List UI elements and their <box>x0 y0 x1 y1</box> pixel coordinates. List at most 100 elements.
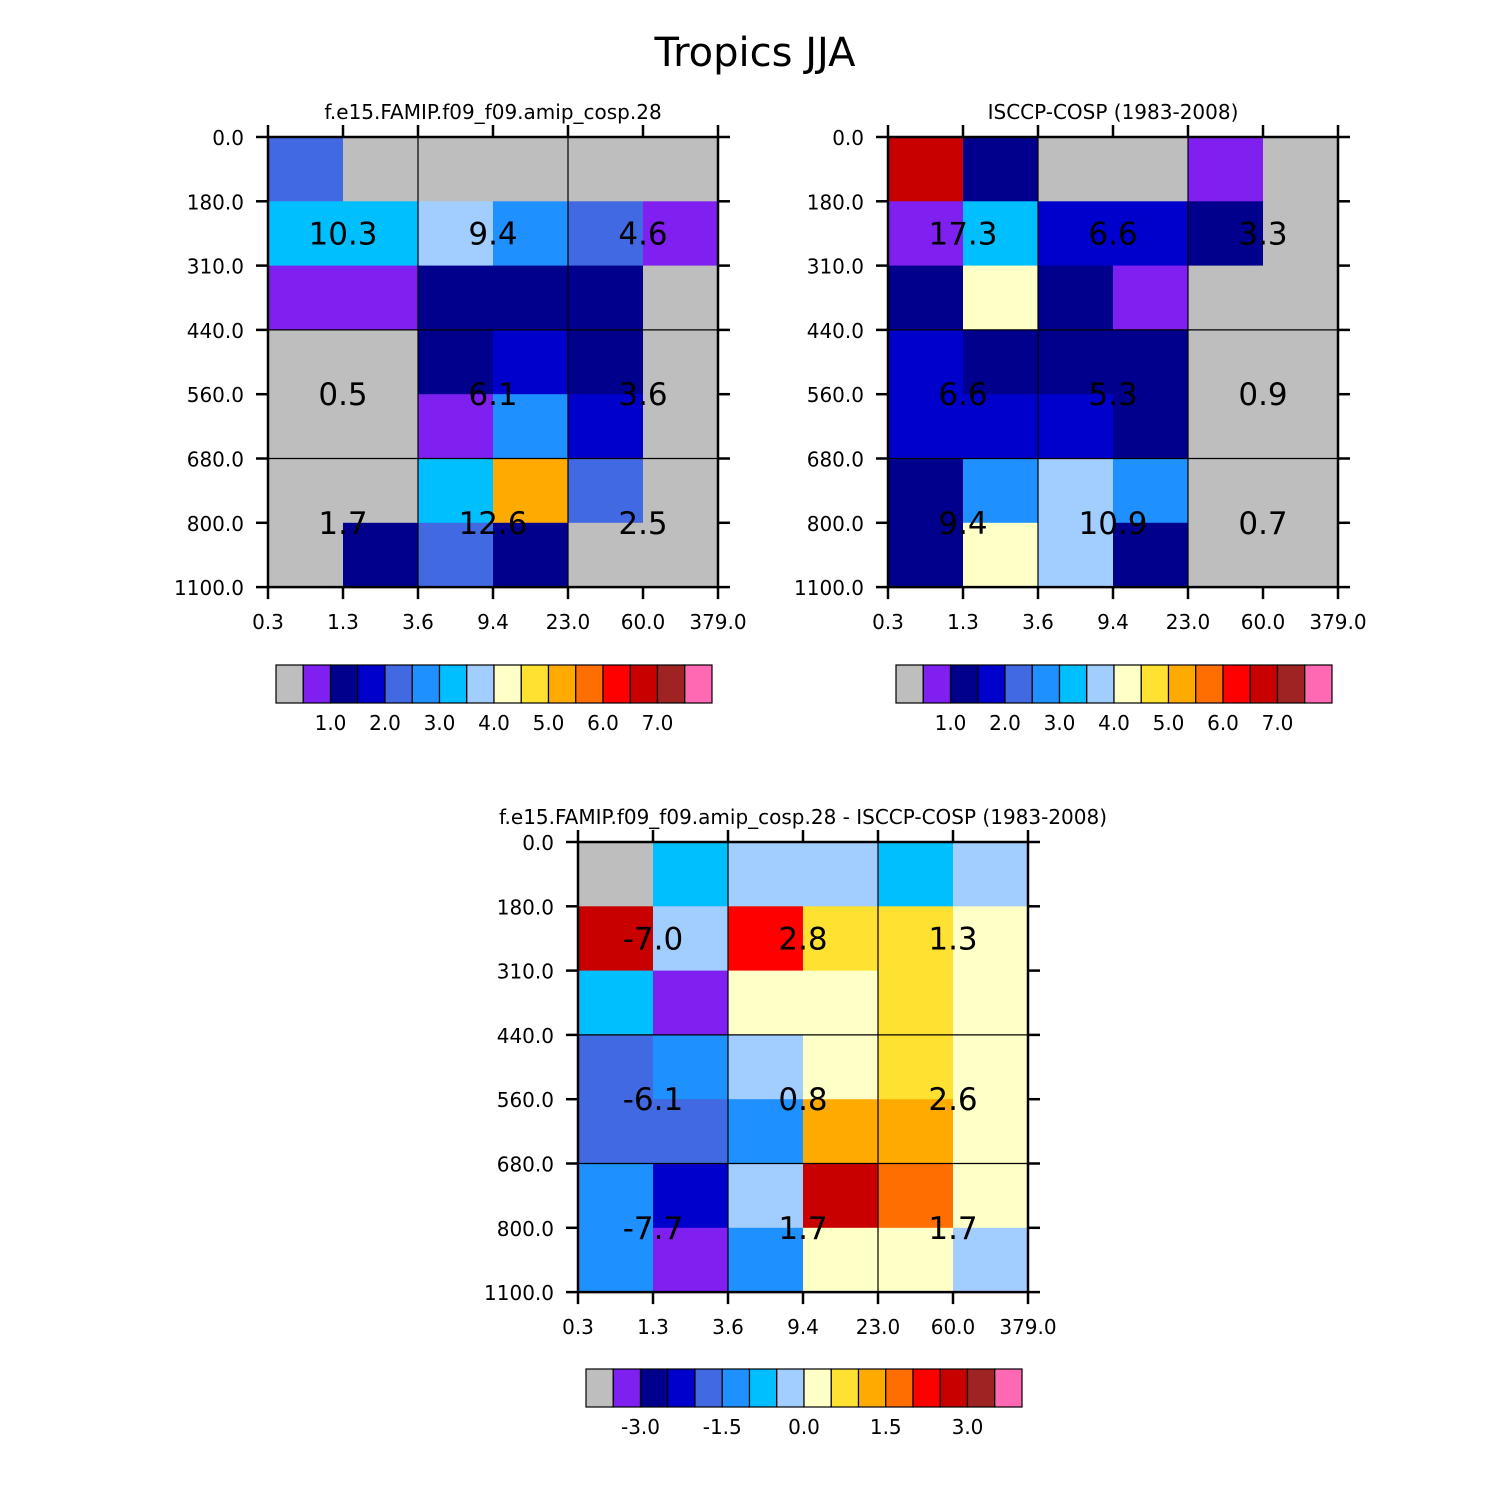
block-value-label: 4.6 <box>618 216 667 252</box>
colorbar-label: 3.0 <box>952 1415 984 1439</box>
y-tick-label: 1100.0 <box>484 1281 554 1305</box>
heatmap-cell <box>728 1163 804 1229</box>
heatmap-cell <box>653 1034 729 1100</box>
x-tick-label: 23.0 <box>546 610 591 634</box>
x-tick-label: 1.3 <box>327 610 359 634</box>
colorbar: -3.0 -1.5 0.0 1.5 3.0 <box>585 1368 1023 1439</box>
colorbar-swatch <box>493 664 522 704</box>
heatmap-cell <box>963 458 1039 524</box>
heatmap-cell <box>1113 329 1189 395</box>
heatmap-cell <box>493 201 569 267</box>
heatmap-cell <box>963 201 1039 267</box>
heatmap-cell <box>1113 201 1189 267</box>
heatmap-cell <box>1038 137 1114 202</box>
heatmap-cell <box>728 1099 804 1165</box>
heatmap-cell <box>578 1227 654 1293</box>
block-value-label: -7.0 <box>623 921 684 957</box>
x-tick-label: 379.0 <box>1309 610 1366 634</box>
colorbar-swatch <box>977 664 1006 704</box>
heatmap-cell <box>268 265 344 331</box>
heatmap-cell <box>343 458 419 524</box>
colorbar-swatch <box>939 1368 969 1408</box>
colorbar-swatch <box>602 664 631 704</box>
y-tick-label: 310.0 <box>497 960 554 984</box>
heatmap-cell <box>728 906 804 972</box>
heatmap-cell <box>268 329 344 395</box>
y-tick-label: 560.0 <box>497 1088 554 1112</box>
heatmap-cell <box>1188 458 1264 524</box>
block-value-label: 0.5 <box>318 377 367 413</box>
heatmap-cell <box>1263 522 1339 588</box>
heatmap-cell <box>728 842 804 907</box>
heatmap-cell <box>418 137 494 202</box>
heatmap-cell <box>728 970 804 1036</box>
heatmap-cell <box>953 970 1029 1036</box>
heatmap-cell <box>878 1227 954 1293</box>
colorbar-swatch <box>1004 664 1033 704</box>
colorbar-swatch <box>1086 664 1115 704</box>
heatmap-cell <box>653 842 729 907</box>
colorbar-swatch <box>438 664 468 704</box>
heatmap-cell <box>418 522 494 588</box>
heatmap-cell <box>653 1227 729 1293</box>
block-value-label: -7.7 <box>623 1211 684 1247</box>
x-tick-label: 60.0 <box>621 610 666 634</box>
colorbar-swatch <box>411 664 441 704</box>
heatmap-cell <box>568 201 644 267</box>
heatmap-cell <box>888 201 964 267</box>
heatmap-cell <box>1188 394 1264 460</box>
heatmap-cell <box>1263 137 1339 202</box>
heatmap-cell <box>343 394 419 460</box>
x-tick-label: 379.0 <box>999 1315 1056 1339</box>
block-value-label: 6.6 <box>1088 216 1137 252</box>
x-tick-label: 23.0 <box>856 1315 901 1339</box>
heatmap-cell <box>578 906 654 972</box>
heatmap-cell <box>653 970 729 1036</box>
x-tick-label: 60.0 <box>931 1315 976 1339</box>
x-tick-label: 23.0 <box>1166 610 1211 634</box>
colorbar-swatch <box>667 1368 696 1408</box>
heatmap-cell <box>1263 329 1339 395</box>
block-value-label: 10.3 <box>308 216 377 252</box>
heatmap-cell <box>493 329 569 395</box>
heatmap-cell <box>1113 265 1189 331</box>
colorbar-swatch <box>612 1368 642 1408</box>
heatmap-cell <box>653 906 729 972</box>
colorbar-swatch <box>885 1368 914 1408</box>
colorbar-swatch <box>629 664 659 704</box>
block-value-label: 0.7 <box>1238 506 1287 542</box>
block-value-label: 17.3 <box>928 216 997 252</box>
block-value-label: 1.7 <box>318 506 367 542</box>
y-tick-label: 0.0 <box>212 126 244 150</box>
heatmap-cell <box>418 329 494 395</box>
colorbar-label: 3.0 <box>1044 711 1076 735</box>
difference-panel: f.e15.FAMIP.f09_f09.amip_cosp.28 - ISCCP… <box>484 805 1107 1439</box>
heatmap-cell <box>578 970 654 1036</box>
heatmap-cell <box>343 201 419 267</box>
heatmap-cell <box>963 394 1039 460</box>
heatmap-cell <box>418 458 494 524</box>
y-tick-label: 440.0 <box>807 319 864 343</box>
heatmap-cell <box>578 1163 654 1229</box>
block-value-label: 10.9 <box>1078 506 1147 542</box>
colorbar-label: 6.0 <box>1207 711 1239 735</box>
heatmap-cell <box>418 394 494 460</box>
block-value-label: 6.1 <box>468 377 517 413</box>
heatmap-cell <box>268 522 344 588</box>
heatmap-cell <box>888 394 964 460</box>
colorbar-label: -1.5 <box>703 1415 742 1439</box>
heatmap-cell <box>953 842 1029 907</box>
y-tick-label: 440.0 <box>187 319 244 343</box>
heatmap-cell <box>643 265 719 331</box>
block-value-label: 1.3 <box>928 921 977 957</box>
heatmap-cell <box>1038 329 1114 395</box>
x-tick-label: 60.0 <box>1241 610 1286 634</box>
colorbar: 1.0 2.0 3.0 4.0 5.0 6.0 7.0 <box>275 664 713 735</box>
heatmap-cell <box>1038 265 1114 331</box>
heatmap-cell <box>578 842 654 907</box>
heatmap-cell <box>418 201 494 267</box>
heatmap-cell <box>643 137 719 202</box>
block-value-label: 0.9 <box>1238 377 1287 413</box>
colorbar-swatch <box>656 664 686 704</box>
heatmap-cell <box>963 137 1039 202</box>
